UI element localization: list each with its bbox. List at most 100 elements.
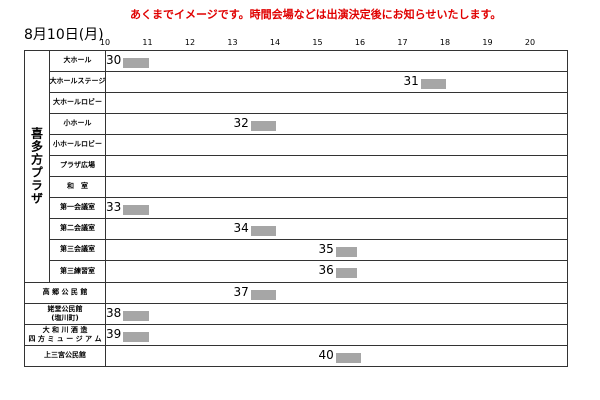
row-divider [105, 71, 568, 72]
venue-name: 大ホール [63, 56, 92, 65]
hour-label: 12 [184, 38, 196, 47]
row-divider [105, 303, 568, 304]
venue-label: プラザ広場 [50, 155, 105, 176]
venue-divider [24, 282, 105, 283]
performance-number: 32 [233, 116, 249, 130]
venue-left-border [24, 282, 25, 366]
row-divider [105, 239, 568, 240]
performance-bar [420, 79, 446, 89]
venue-label: 高 郷 公 民 館 [25, 282, 105, 303]
hour-label: 13 [227, 38, 238, 47]
venue-name: 上三宮公民館 [44, 351, 86, 360]
venue-name: 大 和 川 酒 造 [42, 325, 88, 334]
performance-bar [250, 121, 276, 131]
venue-divider [49, 155, 105, 156]
hour-label: 16 [354, 38, 366, 47]
performance-number: 33 [106, 200, 122, 214]
venue-label: 小ホールロビー [50, 134, 105, 155]
venue-name: 大ホールステージ [49, 77, 106, 86]
venue-label: 大ホールロビー [50, 92, 105, 113]
venue-label: 大ホールステージ [49, 71, 106, 92]
row-divider [105, 345, 568, 346]
venue-name: 姥堂公民館 [47, 304, 83, 313]
venue-label: 小ホール [50, 113, 105, 134]
venue-divider [24, 366, 105, 367]
performance-number: 40 [318, 348, 334, 362]
venue-divider [24, 324, 105, 325]
venue-divider [49, 113, 105, 114]
venue-divider [49, 176, 105, 177]
hour-label: 20 [524, 38, 536, 47]
performance-bar [335, 353, 361, 363]
row-divider [105, 282, 568, 283]
hour-label: 17 [397, 38, 408, 47]
venue-label: 第一会議室 [50, 197, 105, 218]
venue-divider [49, 71, 105, 72]
row-divider [105, 260, 568, 261]
notice-text: あくまでイメージです。時間会場などは出演決定後にお知らせいたします。 [130, 8, 502, 21]
row-divider [105, 134, 568, 135]
performance-number: 30 [106, 53, 122, 67]
group-column-divider [49, 50, 50, 282]
venue-divider [49, 197, 105, 198]
venue-label: 姥堂公民館 (塩川町) [25, 303, 105, 324]
venue-label: 大ホール [50, 50, 105, 71]
venue-divider [49, 260, 105, 261]
performance-bar [335, 268, 357, 278]
venue-label: 第二会議室 [50, 218, 105, 239]
venue-name: 和 室 [67, 182, 88, 191]
group-label: 喜多方プラザ [29, 127, 44, 205]
venue-label: 大 和 川 酒 造四 方 ミ ュ ー ジ ア ム [25, 324, 105, 345]
venue-name: 第三練習室 [60, 266, 95, 275]
venue-name: プラザ広場 [60, 161, 95, 170]
venue-name: 大ホールロビー [53, 98, 102, 107]
row-divider [105, 176, 568, 177]
venue-name: 高 郷 公 民 館 [42, 288, 88, 297]
schedule-date: 8月10日(月) [24, 27, 104, 43]
venue-label: 第三会議室 [50, 239, 105, 260]
venue-label: 第三練習室 [50, 260, 105, 282]
performance-number: 39 [106, 327, 122, 341]
venue-subname: 四 方 ミ ュ ー ジ ア ム [28, 334, 102, 343]
performance-number: 36 [318, 263, 334, 277]
venue-divider [49, 134, 105, 135]
hour-label: 11 [142, 38, 153, 47]
performance-bar [123, 332, 149, 342]
row-divider [105, 218, 568, 219]
row-divider [105, 92, 568, 93]
hour-label: 15 [312, 38, 323, 47]
performance-bar [250, 290, 276, 300]
performance-number: 35 [318, 242, 334, 256]
row-divider [105, 324, 568, 325]
performance-number: 38 [106, 306, 122, 320]
venue-name: 第一会議室 [60, 203, 95, 212]
venue-name: 小ホールロビー [53, 140, 102, 149]
hour-label: 19 [482, 38, 493, 47]
row-divider [105, 197, 568, 198]
venue-name: 第二会議室 [60, 224, 95, 233]
performance-number: 34 [233, 221, 249, 235]
venue-divider [49, 92, 105, 93]
performance-bar [250, 226, 276, 236]
venue-divider [24, 303, 105, 304]
performance-bar [123, 311, 149, 321]
row-divider [105, 155, 568, 156]
performance-number: 31 [403, 74, 419, 88]
hour-label: 18 [439, 38, 451, 47]
hour-label: 10 [99, 38, 111, 47]
venue-subname: (塩川町) [51, 313, 79, 322]
venue-name: 第三会議室 [60, 245, 95, 254]
hour-label: 14 [269, 38, 281, 47]
row-divider [105, 113, 568, 114]
venue-divider [49, 239, 105, 240]
venue-label: 上三宮公民館 [25, 345, 105, 366]
venue-label: 和 室 [50, 176, 105, 197]
table-frame [105, 50, 568, 367]
performance-bar [335, 247, 357, 257]
performance-bar [123, 58, 149, 68]
performance-number: 37 [233, 285, 249, 299]
venue-divider [49, 218, 105, 219]
venue-divider [24, 345, 105, 346]
venue-name: 小ホール [63, 119, 92, 128]
performance-bar [123, 205, 149, 215]
